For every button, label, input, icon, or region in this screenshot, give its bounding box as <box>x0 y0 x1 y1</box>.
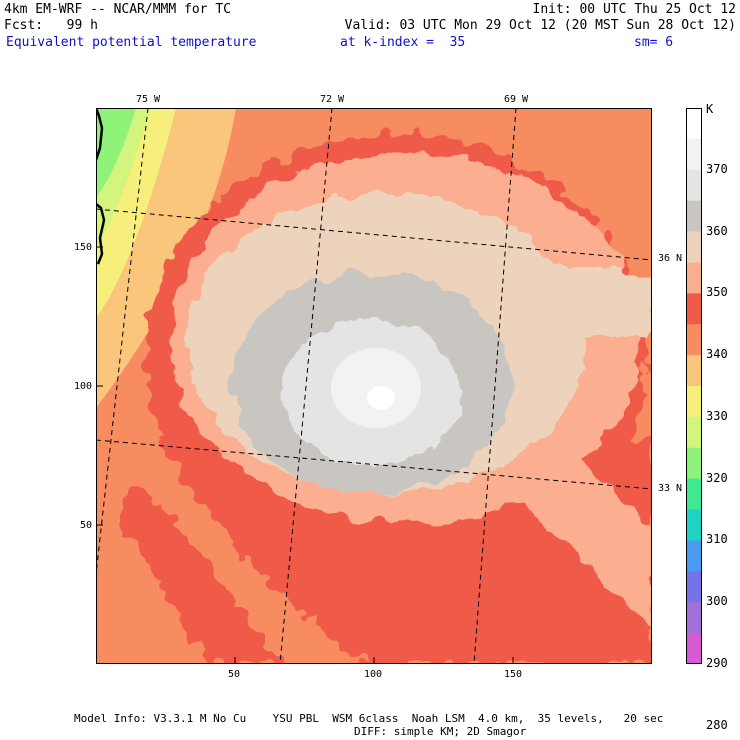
colorbar-label: 330 <box>706 408 728 423</box>
storm-eye <box>367 386 395 410</box>
colorbar-swatch <box>686 293 702 325</box>
field-290-300 <box>96 108 136 198</box>
init-time: Init: 00 UTC Thu 25 Oct 12 <box>532 2 737 17</box>
field-name: Equivalent potential temperature <box>6 35 257 50</box>
colorbar-swatch <box>686 200 702 233</box>
colorbar-swatch <box>686 447 702 480</box>
graticule <box>96 108 652 664</box>
forecast-hour: Fcst: 99 h <box>4 18 98 33</box>
smooth-text: sm= 6 <box>634 35 674 50</box>
valid-time: Valid: 03 UTC Mon 29 Oct 12 (20 MST Sun … <box>344 18 736 33</box>
colorbar-swatch <box>686 571 702 603</box>
y-tick-50: 50 <box>80 520 93 531</box>
lat-label-36n: 36 N <box>658 253 683 264</box>
lon-label-75w: 75 W <box>136 94 161 105</box>
model-info: Model Info: V3.3.1 M No Cu YSU PBL WSM 6… <box>74 712 664 725</box>
y-tick-150: 150 <box>74 242 93 253</box>
x-tick-100: 100 <box>364 669 383 680</box>
colorbar-label: 340 <box>706 347 728 362</box>
colorbar-swatch <box>686 108 702 140</box>
colorbar-swatch <box>686 478 702 511</box>
theta-e-map <box>96 108 652 664</box>
colorbar-swatch <box>686 540 702 572</box>
diffusion-info: DIFF: simple KM; 2D Smagor <box>354 725 527 738</box>
colorbar-swatch <box>686 138 702 171</box>
colorbar-label: 290 <box>706 656 728 670</box>
x-tick-50: 50 <box>228 669 241 680</box>
colorbar-label: 320 <box>706 470 728 485</box>
colorbar-swatch <box>686 231 702 263</box>
colorbar-label: 310 <box>706 532 728 547</box>
colorbar-label: 360 <box>706 223 728 238</box>
colorbar-swatch <box>686 262 702 294</box>
colorbar-unit: K <box>706 102 714 116</box>
colorbar-label: 370 <box>706 161 728 176</box>
colorbar-swatch <box>686 509 702 541</box>
colorbar-label: 300 <box>706 594 728 609</box>
colorbar-label: 350 <box>706 285 728 300</box>
lat-label-33n: 33 N <box>658 483 683 494</box>
y-tick-100: 100 <box>74 381 93 392</box>
colorbar-swatch <box>686 633 702 664</box>
colorbar-swatch <box>686 386 702 418</box>
lon-label-72w: 72 W <box>320 94 345 105</box>
axis-ticks <box>96 246 514 664</box>
colorbar-swatch <box>686 602 702 634</box>
lon-label-69w: 69 W <box>504 94 529 105</box>
colorbar-label: 280 <box>706 717 728 732</box>
colorbar-swatch <box>686 355 702 387</box>
colorbar-frame <box>686 108 702 664</box>
model-title: 4km EM-WRF -- NCAR/MMM for TC <box>4 2 231 17</box>
colorbar <box>686 108 702 664</box>
colorbar-swatch <box>686 169 702 202</box>
x-tick-150: 150 <box>504 669 523 680</box>
colorbar-swatch <box>686 324 702 356</box>
level-text: at k-index = 35 <box>340 35 466 50</box>
coastline <box>96 108 106 265</box>
colorbar-swatch <box>686 416 702 449</box>
